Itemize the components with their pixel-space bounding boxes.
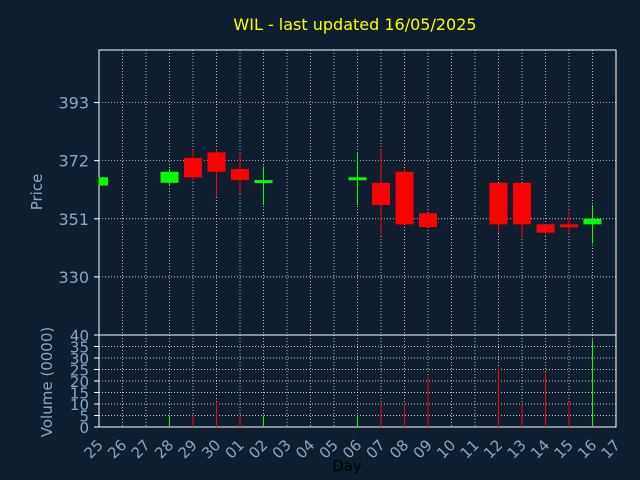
x-tick-label: 02	[245, 436, 271, 462]
candle-body	[372, 182, 390, 205]
candle-body	[536, 224, 555, 233]
candle-body	[99, 177, 108, 186]
candle-body	[560, 224, 578, 228]
x-tick-label: 27	[128, 436, 154, 462]
candle-body	[583, 218, 602, 225]
volume-tick-label: 35	[70, 339, 89, 357]
chart-title: WIL - last updated 16/05/2025	[233, 15, 476, 34]
x-tick-label: 04	[292, 436, 318, 462]
x-tick-label: 10	[433, 436, 459, 462]
candle-body	[419, 213, 437, 228]
x-tick-label: 17	[598, 436, 624, 462]
x-tick-label: 28	[151, 436, 177, 462]
price-tick-label: 372	[58, 152, 89, 171]
candle-body	[160, 171, 179, 183]
candle-body	[254, 180, 273, 184]
x-tick-label: 01	[222, 436, 248, 462]
x-tick-label: 11	[457, 436, 483, 462]
candle-body	[207, 152, 226, 172]
candle-body	[184, 157, 202, 178]
candle-body	[513, 182, 531, 225]
x-tick-label: 25	[81, 436, 107, 462]
candle-body	[348, 177, 367, 181]
x-tick-label: 16	[574, 436, 600, 462]
volume-tick-label: 5	[79, 408, 89, 426]
volume-tick-label: 10	[70, 396, 89, 414]
volume-tick-label: 30	[70, 350, 89, 368]
x-tick-label: 03	[269, 436, 295, 462]
volume-axis-label: Volume (0000)	[38, 327, 56, 437]
volume-tick-label: 40	[70, 327, 89, 345]
x-tick-label: 08	[386, 436, 412, 462]
volume-tick-label: 20	[70, 373, 89, 391]
candle-body	[395, 171, 414, 225]
x-tick-label: 30	[198, 436, 224, 462]
x-tick-label: 12	[480, 436, 506, 462]
price-axis-label: Price	[28, 174, 46, 211]
candle-body	[231, 168, 249, 181]
x-tick-label: 14	[527, 436, 553, 462]
x-axis-label: Day	[332, 457, 362, 475]
x-tick-label: 29	[175, 436, 201, 462]
x-tick-label: 13	[504, 436, 530, 462]
volume-tick-label: 0	[79, 419, 89, 437]
candle-body	[489, 182, 508, 225]
x-tick-label: 07	[363, 436, 389, 462]
price-tick-label: 393	[58, 94, 89, 113]
volume-tick-label: 15	[70, 385, 89, 403]
volume-tick-label: 25	[70, 362, 89, 380]
price-tick-label: 351	[58, 210, 89, 229]
price-tick-label: 330	[58, 268, 89, 287]
x-tick-label: 26	[104, 436, 130, 462]
x-tick-label: 15	[551, 436, 577, 462]
x-tick-label: 09	[410, 436, 436, 462]
